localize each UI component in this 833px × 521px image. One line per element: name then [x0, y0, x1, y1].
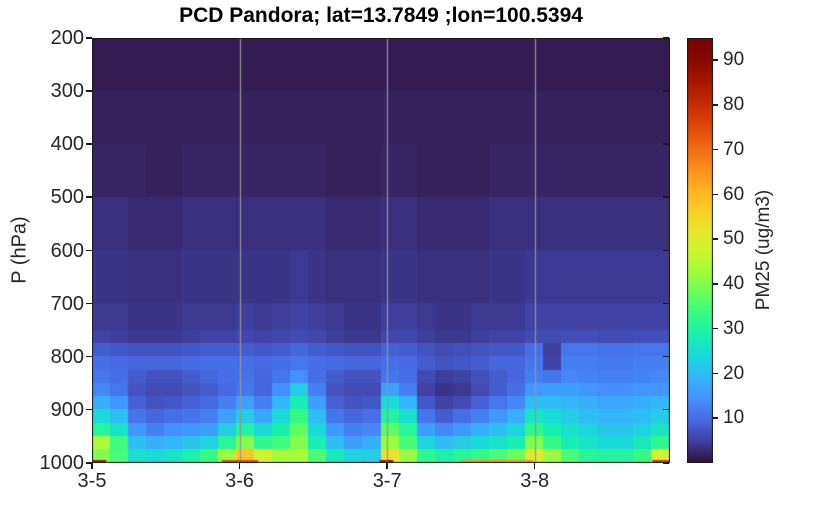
y-tick-mark-left-500 [86, 196, 92, 198]
colorbar-tick-mark-10 [713, 417, 718, 419]
colorbar-tick-mark-70 [713, 148, 718, 151]
y-tick-label-800: 800 [50, 345, 84, 368]
x-tick-label-3-8: 3-8 [520, 470, 550, 492]
colorbar [687, 38, 713, 463]
x-tick-mark-3-8 [533, 463, 536, 469]
y-tick-mark-left-300 [86, 90, 92, 92]
y-tick-mark-left-700 [86, 302, 92, 305]
y-axis-label: P (hPa) [8, 216, 31, 284]
y-tick-mark-right-900 [663, 408, 669, 411]
y-tick-mark-left-400 [86, 143, 92, 145]
y-tick-label-700: 700 [50, 292, 84, 315]
y-tick-mark-left-1000 [86, 462, 92, 464]
colorbar-tick-mark-30 [713, 327, 718, 330]
y-tick-label-900: 900 [50, 398, 84, 421]
x-tick-mark-3-5 [91, 463, 93, 469]
heatmap-plot-area [92, 38, 670, 463]
colorbar-tick-label-10: 10 [723, 407, 745, 429]
y-tick-mark-left-200 [86, 37, 92, 39]
y-tick-label-600: 600 [50, 239, 84, 262]
x-tick-label-3-6: 3-6 [225, 470, 255, 492]
colorbar-tick-mark-60 [713, 193, 718, 196]
x-tick-label-3-5: 3-5 [77, 470, 107, 492]
x-tick-mark-3-7 [386, 463, 388, 469]
colorbar-tick-mark-90 [713, 59, 718, 61]
y-tick-mark-right-300 [663, 90, 669, 92]
y-tick-mark-right-200 [663, 37, 669, 39]
y-tick-mark-left-600 [86, 249, 92, 251]
colorbar-label: PM25 (ug/m3) [753, 189, 774, 311]
colorbar-tick-label-40: 40 [723, 273, 745, 295]
colorbar-tick-label-50: 50 [723, 228, 745, 250]
chart-title: PCD Pandora; lat=13.7849 ;lon=100.5394 [179, 4, 583, 27]
colorbar-tick-mark-80 [713, 104, 718, 106]
y-tick-mark-right-1000 [663, 462, 669, 464]
colorbar-tick-label-80: 80 [723, 94, 745, 116]
x-tick-mark-3-6 [238, 463, 241, 469]
y-tick-mark-right-800 [663, 355, 669, 358]
y-tick-mark-left-800 [86, 355, 92, 358]
y-tick-label-300: 300 [50, 80, 84, 103]
colorbar-tick-label-60: 60 [723, 183, 745, 205]
y-tick-label-400: 400 [50, 133, 84, 156]
x-tick-label-3-7: 3-7 [372, 470, 402, 492]
colorbar-tick-mark-40 [713, 283, 718, 285]
y-tick-mark-right-400 [663, 143, 669, 145]
y-tick-mark-left-900 [86, 408, 92, 411]
colorbar-tick-label-20: 20 [723, 362, 745, 384]
y-tick-mark-right-500 [663, 196, 669, 198]
colorbar-tick-label-90: 90 [723, 49, 745, 71]
colorbar-tick-mark-50 [713, 238, 718, 240]
y-tick-mark-right-600 [663, 249, 669, 251]
y-tick-mark-right-700 [663, 302, 669, 305]
colorbar-tick-label-30: 30 [723, 317, 745, 339]
y-tick-label-500: 500 [50, 186, 84, 209]
colorbar-tick-mark-20 [713, 372, 718, 375]
y-tick-label-200: 200 [50, 27, 84, 49]
colorbar-tick-label-70: 70 [723, 138, 745, 160]
y-tick-label-1000: 1000 [39, 452, 85, 474]
